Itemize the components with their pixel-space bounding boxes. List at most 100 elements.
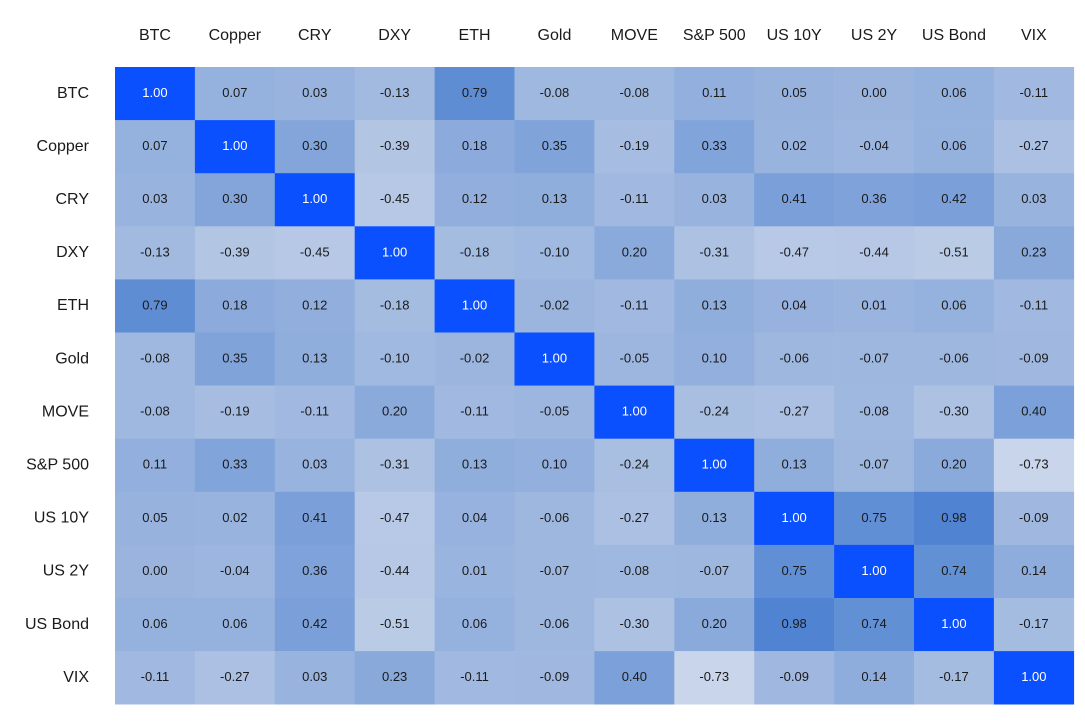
heatmap-cell bbox=[115, 120, 196, 174]
column-label: DXY bbox=[378, 27, 411, 44]
column-label: BTC bbox=[139, 27, 171, 44]
cell-value-label: 0.02 bbox=[222, 510, 247, 525]
cell-value-label: -0.47 bbox=[380, 510, 410, 525]
heatmap-cell bbox=[354, 226, 435, 280]
heatmap-cell bbox=[274, 651, 355, 705]
heatmap-cell bbox=[993, 491, 1075, 546]
row-label: US 2Y bbox=[43, 563, 90, 580]
cell-value-label: -0.08 bbox=[140, 404, 170, 419]
cell-value-label: 0.06 bbox=[941, 138, 966, 153]
column-label: S&P 500 bbox=[683, 27, 746, 44]
heatmap-cell bbox=[115, 598, 196, 652]
cell-value-label: 0.03 bbox=[1021, 191, 1046, 206]
heatmap-cell bbox=[354, 651, 435, 705]
heatmap-cell bbox=[434, 226, 515, 280]
cell-value-label: 0.06 bbox=[941, 297, 966, 312]
cell-value-label: -0.17 bbox=[1019, 616, 1049, 631]
cell-value-label: -0.44 bbox=[859, 244, 889, 259]
heatmap-cell bbox=[834, 491, 915, 546]
cell-value-label: 0.75 bbox=[781, 563, 806, 578]
cell-value-label: -0.10 bbox=[380, 350, 410, 365]
cell-value-label: 0.40 bbox=[622, 669, 647, 684]
cell-value-label: -0.27 bbox=[779, 404, 809, 419]
heatmap-cell bbox=[993, 598, 1075, 652]
row-labels: BTC Copper CRY DXY ETH Gold MOVE S&P 500 US 10Y U… bbox=[25, 85, 90, 686]
heatmap-cell bbox=[434, 438, 515, 493]
heatmap-cell bbox=[115, 651, 196, 705]
heatmap-cell bbox=[115, 332, 196, 386]
cell-value-label: 0.03 bbox=[302, 85, 327, 100]
heatmap-cell bbox=[194, 67, 276, 121]
heatmap-cell bbox=[674, 279, 755, 333]
cell-value-label: 1.00 bbox=[941, 616, 966, 631]
heatmap-cell bbox=[194, 173, 276, 227]
heatmap-cell bbox=[914, 279, 995, 333]
heatmap-cell bbox=[194, 385, 276, 439]
cell-value-label: -0.11 bbox=[460, 404, 489, 419]
heatmap-cell bbox=[993, 651, 1075, 705]
cell-value-label: 0.07 bbox=[142, 138, 167, 153]
heatmap-cell bbox=[115, 544, 196, 599]
cell-value-label: -0.08 bbox=[859, 404, 889, 419]
cell-value-label: -0.09 bbox=[1019, 510, 1049, 525]
cell-value-label: 0.42 bbox=[302, 616, 327, 631]
cell-value-label: 0.14 bbox=[861, 669, 886, 684]
cell-value-label: -0.08 bbox=[540, 85, 570, 100]
cell-value-label: 0.06 bbox=[142, 616, 167, 631]
heatmap-cell bbox=[834, 385, 915, 439]
cell-value-label: -0.07 bbox=[859, 350, 889, 365]
cell-value-label: 1.00 bbox=[142, 85, 167, 100]
cell-value-label: 0.33 bbox=[702, 138, 727, 153]
cell-value-label: 0.13 bbox=[781, 457, 806, 472]
cell-value-label: 1.00 bbox=[861, 563, 886, 578]
cell-value-label: -0.10 bbox=[540, 244, 570, 259]
cell-value-label: -0.11 bbox=[1020, 297, 1049, 312]
heatmap-cell bbox=[194, 544, 276, 599]
cell-value-label: -0.27 bbox=[220, 669, 250, 684]
heatmap-cell bbox=[115, 67, 196, 121]
cell-value-label: 0.35 bbox=[222, 350, 247, 365]
cell-value-label: -0.30 bbox=[620, 616, 650, 631]
cell-value-label: -0.13 bbox=[380, 85, 410, 100]
column-label: US 10Y bbox=[767, 27, 822, 44]
cell-value-label: -0.08 bbox=[140, 350, 170, 365]
cell-value-label: -0.19 bbox=[620, 138, 650, 153]
heatmap-cell bbox=[434, 120, 515, 174]
cell-value-label: 1.00 bbox=[622, 404, 647, 419]
heatmap-cell bbox=[594, 332, 675, 386]
cell-value-label: 0.74 bbox=[861, 616, 886, 631]
heatmap-cell bbox=[115, 279, 196, 333]
cell-value-label: -0.06 bbox=[939, 350, 969, 365]
heatmap-cell bbox=[834, 226, 915, 280]
cell-value-label: 0.14 bbox=[1021, 563, 1046, 578]
cell-value-label: 0.23 bbox=[1021, 244, 1046, 259]
heatmap-cell bbox=[834, 173, 915, 227]
heatmap-cell bbox=[354, 598, 435, 652]
heatmap-cell bbox=[674, 438, 755, 493]
cell-value-label: 0.05 bbox=[142, 510, 167, 525]
heatmap-cell bbox=[514, 438, 595, 493]
heatmap-cell bbox=[514, 120, 595, 174]
heatmap-cell bbox=[674, 120, 755, 174]
column-label: US Bond bbox=[922, 27, 986, 44]
heatmap-cell bbox=[354, 173, 435, 227]
heatmap-cell bbox=[194, 491, 276, 546]
heatmap-cell bbox=[914, 120, 995, 174]
row-label: Gold bbox=[55, 350, 89, 367]
heatmap-cell bbox=[274, 67, 355, 121]
heatmap-cell bbox=[993, 67, 1075, 121]
heatmap-cell bbox=[834, 67, 915, 121]
heatmap-cell bbox=[194, 332, 276, 386]
heatmap-cell bbox=[115, 438, 196, 493]
heatmap-cell bbox=[674, 651, 755, 705]
heatmap-cell bbox=[274, 598, 355, 652]
heatmap-cell bbox=[754, 438, 835, 493]
cell-value-label: 0.20 bbox=[702, 616, 727, 631]
cell-value-label: -0.18 bbox=[460, 244, 490, 259]
heatmap-cell bbox=[834, 332, 915, 386]
heatmap-cell bbox=[914, 598, 995, 652]
cell-value-label: -0.31 bbox=[699, 244, 729, 259]
cell-value-label: 1.00 bbox=[382, 244, 407, 259]
heatmap-cell bbox=[594, 651, 675, 705]
cell-value-label: 0.06 bbox=[462, 616, 487, 631]
